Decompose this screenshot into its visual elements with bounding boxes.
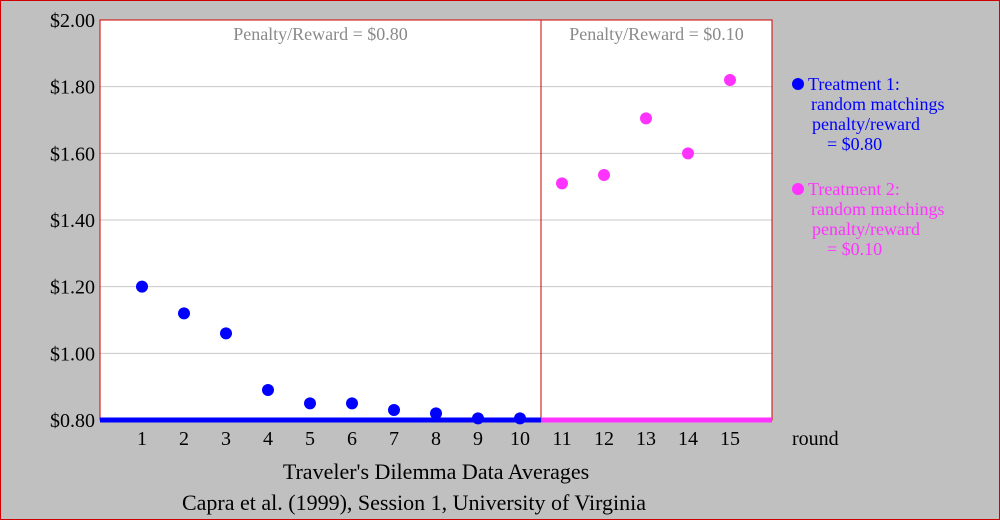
data-point-series-1 bbox=[514, 412, 526, 425]
data-point-series-2 bbox=[598, 169, 610, 181]
legend-marker bbox=[792, 78, 804, 90]
data-point-series-1 bbox=[136, 280, 148, 293]
chart-title: Traveler's Dilemma Data Averages bbox=[283, 459, 589, 484]
data-point-series-2 bbox=[640, 112, 652, 125]
x-tick-label: 3 bbox=[221, 428, 231, 450]
panel-label-left: Penalty/Reward = $0.80 bbox=[233, 24, 408, 44]
x-axis-label: round bbox=[792, 428, 839, 450]
x-tick-label: 14 bbox=[678, 428, 698, 450]
x-tick-label: 12 bbox=[594, 428, 614, 450]
legend-entry-text: random matchings bbox=[811, 94, 944, 114]
legend: Treatment 1:random matchingspenalty/rewa… bbox=[792, 74, 944, 259]
x-tick-label: 4 bbox=[263, 428, 273, 450]
x-tick-label: 13 bbox=[636, 428, 656, 450]
x-tick-label: 15 bbox=[720, 428, 740, 450]
x-tick-label: 10 bbox=[510, 428, 530, 450]
legend-entry-text: Treatment 2: bbox=[808, 179, 900, 199]
legend-entry-text: penalty/reward bbox=[812, 219, 920, 239]
panel-label-right: Penalty/Reward = $0.10 bbox=[569, 24, 744, 44]
legend-entry-text: = $0.80 bbox=[827, 134, 882, 154]
x-tick-label: 7 bbox=[389, 428, 399, 450]
y-tick-label: $1.20 bbox=[50, 277, 95, 299]
y-tick-label: $1.00 bbox=[50, 343, 95, 365]
data-point-series-2 bbox=[724, 74, 736, 86]
data-point-series-2 bbox=[682, 147, 694, 160]
data-point-series-1 bbox=[178, 307, 190, 320]
y-tick-label: $1.80 bbox=[50, 77, 95, 99]
data-point-series-2 bbox=[556, 177, 568, 190]
data-points bbox=[136, 74, 736, 425]
x-tick-label: 11 bbox=[552, 428, 571, 450]
legend-entry-text: penalty/reward bbox=[812, 114, 920, 134]
legend-entry-text: random matchings bbox=[811, 199, 944, 219]
x-tick-label: 8 bbox=[431, 428, 441, 450]
data-point-series-1 bbox=[472, 412, 484, 425]
chart-subtitle: Capra et al. (1999), Session 1, Universi… bbox=[182, 490, 646, 515]
x-tick-label: 2 bbox=[179, 428, 189, 450]
x-tick-label: 1 bbox=[137, 428, 147, 450]
legend-entry-text: Treatment 1: bbox=[808, 74, 900, 94]
data-point-series-1 bbox=[220, 327, 232, 340]
data-point-series-1 bbox=[388, 404, 400, 416]
y-tick-label: $1.40 bbox=[50, 210, 95, 232]
x-tick-label: 6 bbox=[347, 428, 357, 450]
data-point-series-1 bbox=[430, 407, 442, 420]
y-axis-ticks: $0.80 $1.00 $1.20 $1.40 $1.60 $1.80 $2.00 bbox=[50, 10, 95, 432]
y-tick-label: $0.80 bbox=[50, 410, 95, 432]
data-point-series-1 bbox=[304, 397, 316, 410]
data-point-series-1 bbox=[262, 384, 274, 396]
legend-entry-text: = $0.10 bbox=[827, 239, 882, 259]
x-tick-label: 9 bbox=[473, 428, 483, 450]
gridlines bbox=[100, 86, 772, 354]
x-tick-label: 5 bbox=[305, 428, 315, 450]
legend-marker bbox=[792, 183, 804, 195]
y-tick-label: $2.00 bbox=[50, 10, 95, 32]
y-tick-label: $1.60 bbox=[50, 143, 95, 165]
x-axis-ticks: 1 2 3 4 5 6 7 8 9 10 11 12 13 14 15 bbox=[137, 428, 740, 450]
data-point-series-1 bbox=[346, 397, 358, 410]
